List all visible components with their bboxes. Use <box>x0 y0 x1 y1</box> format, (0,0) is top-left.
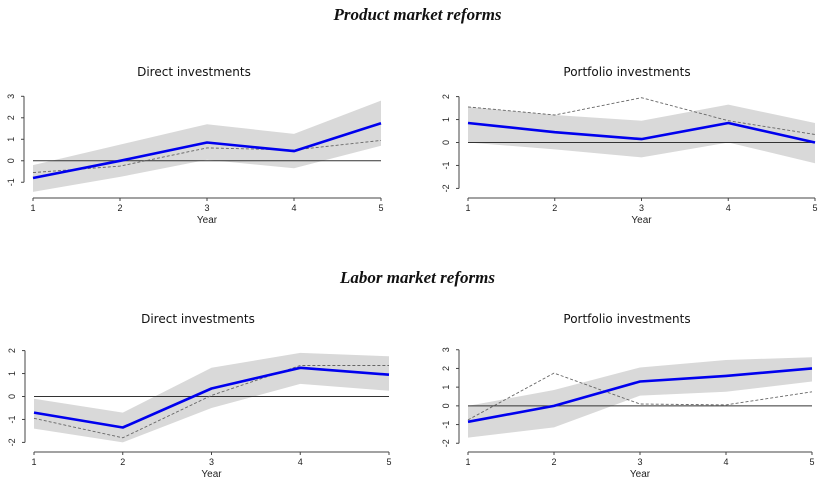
dashed-series-line <box>33 365 389 439</box>
y-tick-label: -1 <box>441 421 451 429</box>
dashed-series-line <box>32 139 382 174</box>
chart-title: Portfolio investments <box>563 65 690 79</box>
y-tick-label: 3 <box>6 94 16 99</box>
estimate-line <box>32 121 382 180</box>
x-tick-label: 5 <box>812 203 817 213</box>
chart-product-portfolio: Portfolio investments -2 -1 0 1 2 1 2 3 4 5 Year <box>418 62 835 232</box>
chart-title: Direct investments <box>141 312 255 326</box>
x-tick-label: 3 <box>639 203 644 213</box>
estimate-line <box>467 121 816 144</box>
y-tick-label: 0 <box>441 403 451 408</box>
x-tick-label: 3 <box>209 457 214 467</box>
estimate-line <box>467 367 813 424</box>
x-tick-label: 5 <box>809 457 814 467</box>
y-tick-label: 0 <box>6 158 16 163</box>
x-tick-label: 2 <box>552 203 557 213</box>
chart-labor-portfolio: Portfolio investments -2 -1 0 1 2 3 1 2 3 4 5 Year <box>418 309 835 489</box>
confidence-band <box>468 357 812 438</box>
x-axis-label: Year <box>201 469 222 480</box>
x-tick-label: 3 <box>204 203 209 213</box>
chart-product-direct: Direct investments -1 0 1 2 3 1 2 3 4 5 Year <box>0 62 400 232</box>
chart-labor-direct: Direct investments -2 -1 0 1 2 1 2 3 4 5 Year <box>0 309 400 484</box>
x-tick-label: 1 <box>30 203 35 213</box>
x-tick-label: 4 <box>291 203 296 213</box>
y-tick-label: 1 <box>441 117 451 122</box>
y-tick-label: -2 <box>441 184 451 192</box>
estimate-line <box>33 366 390 429</box>
y-tick-label: 2 <box>7 348 17 353</box>
confidence-band <box>468 104 815 164</box>
x-tick-label: 5 <box>386 457 391 467</box>
y-tick-label: 2 <box>441 94 451 99</box>
x-tick-label: 2 <box>117 203 122 213</box>
x-tick-label: 1 <box>31 457 36 467</box>
y-tick-label: -2 <box>7 438 17 446</box>
y-tick-label: 0 <box>7 394 17 399</box>
y-tick-label: 2 <box>441 366 451 371</box>
section-title-labor: Labor market reforms <box>340 268 495 287</box>
x-tick-label: 4 <box>723 457 728 467</box>
dashed-series-line <box>467 97 816 135</box>
y-tick-label: 3 <box>441 347 451 352</box>
x-axis-label: Year <box>631 215 652 226</box>
y-tick-label: -1 <box>441 161 451 169</box>
y-tick-label: -1 <box>7 415 17 423</box>
x-axis-label: Year <box>630 469 651 480</box>
x-axis-label: Year <box>197 215 218 226</box>
x-tick-label: 1 <box>465 203 470 213</box>
confidence-band <box>34 352 389 443</box>
chart-title: Portfolio investments <box>563 312 690 326</box>
y-tick-label: 1 <box>441 385 451 390</box>
x-tick-label: 5 <box>378 203 383 213</box>
confidence-band <box>33 100 381 192</box>
y-tick-label: 1 <box>7 371 17 376</box>
y-tick-label: -2 <box>441 439 451 447</box>
x-tick-label: 3 <box>637 457 642 467</box>
y-tick-label: -1 <box>6 178 16 186</box>
y-tick-label: 0 <box>441 140 451 145</box>
chart-title: Direct investments <box>137 65 251 79</box>
x-tick-label: 2 <box>120 457 125 467</box>
x-tick-label: 4 <box>298 457 303 467</box>
x-tick-label: 1 <box>465 457 470 467</box>
dashed-series-line <box>467 372 813 421</box>
section-title-product: Product market reforms <box>333 5 502 24</box>
x-tick-label: 2 <box>551 457 556 467</box>
x-tick-label: 4 <box>726 203 731 213</box>
y-tick-label: 1 <box>6 137 16 142</box>
y-tick-label: 2 <box>6 115 16 120</box>
